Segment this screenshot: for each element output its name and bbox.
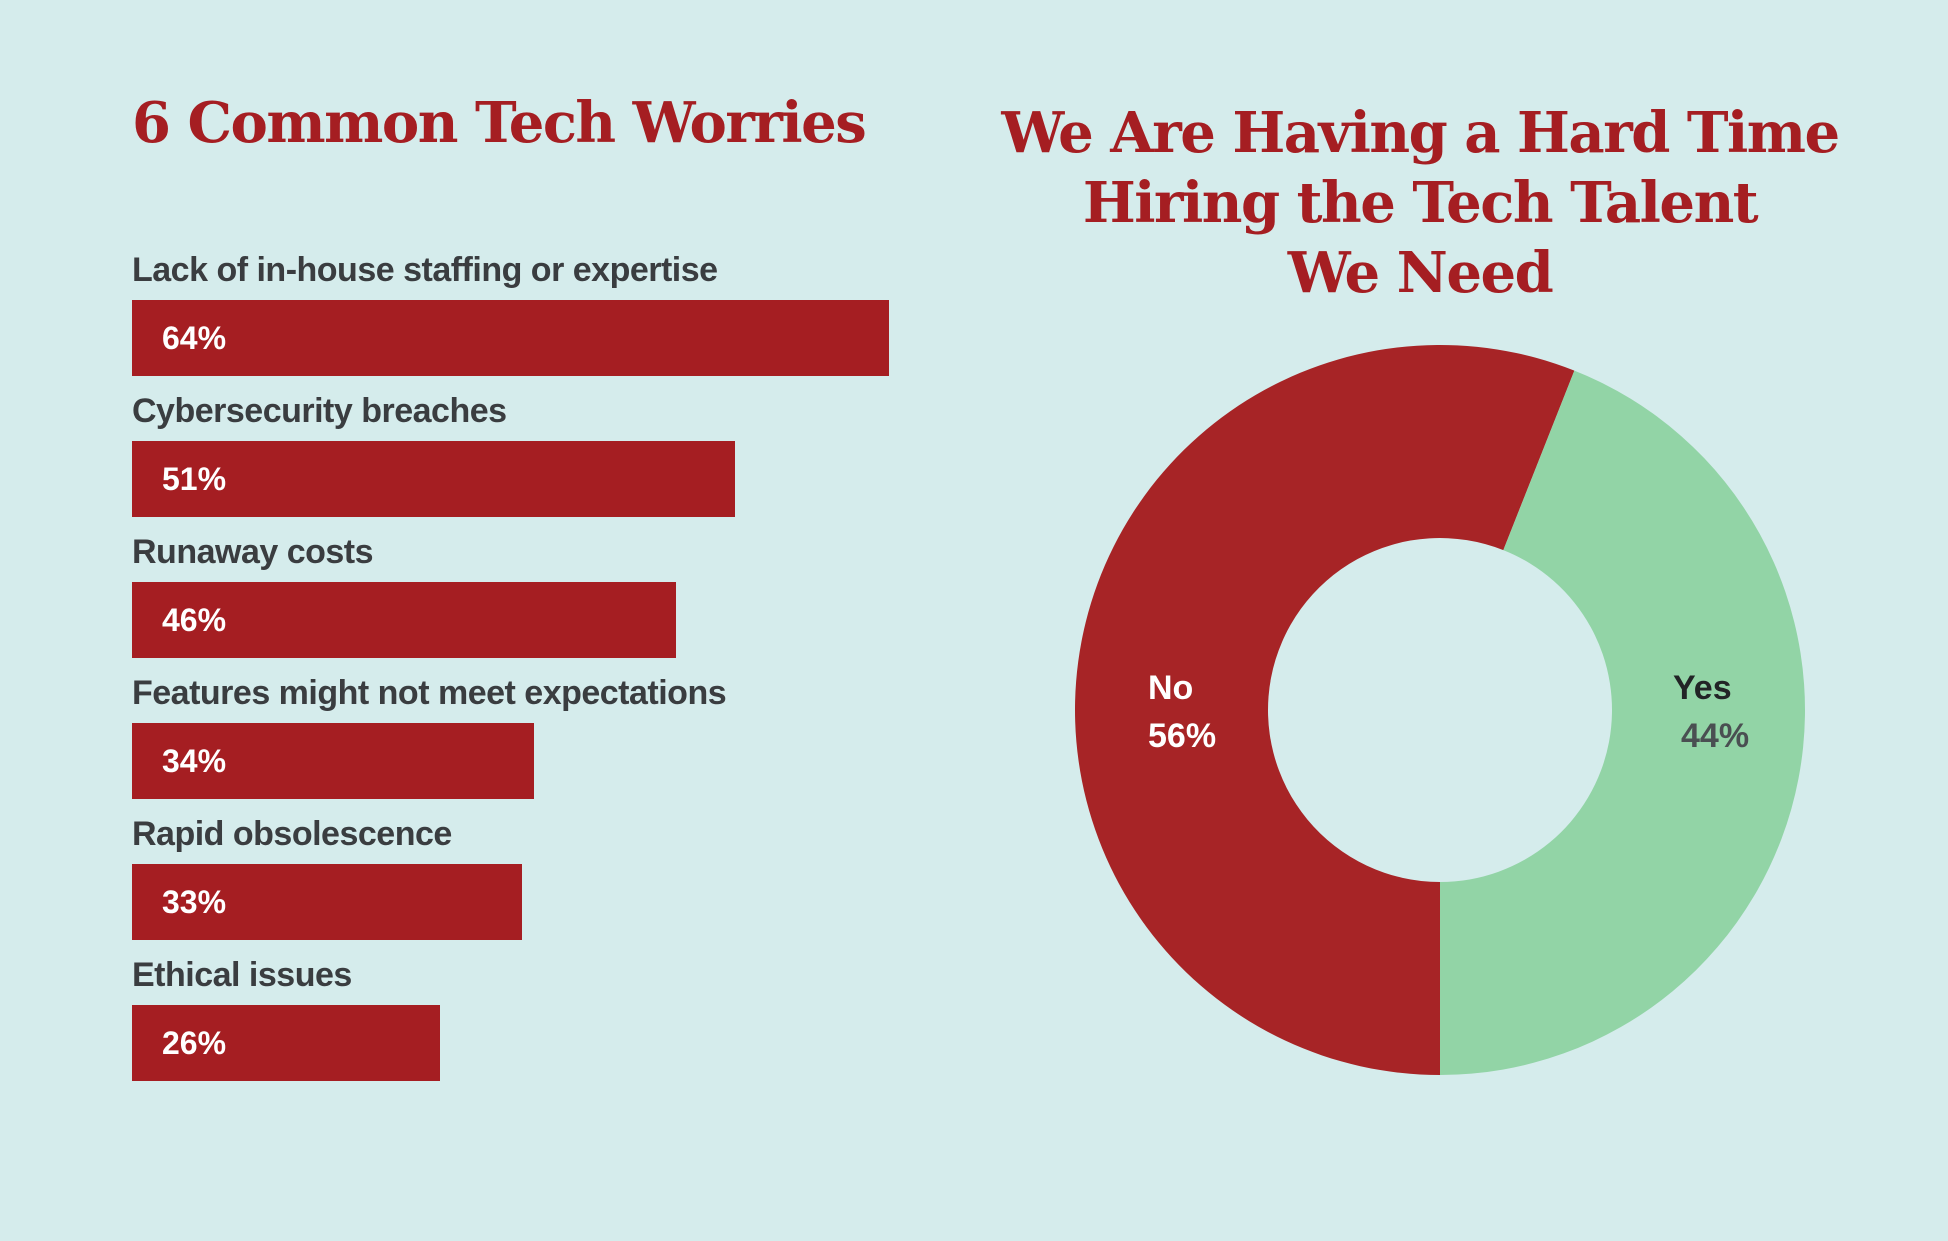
slice-value-no: 56% — [1148, 717, 1217, 755]
bar-value-label: 33% — [162, 884, 227, 920]
bar-chart: Lack of in-house staffing or expertise 64… — [132, 250, 892, 1096]
bar-category-label: Rapid obsolescence — [132, 815, 452, 853]
bar-category-label: Runaway costs — [132, 533, 374, 571]
bar-item: Cybersecurity breaches 51% — [132, 391, 892, 532]
bar — [132, 300, 889, 376]
bar-value-label: 64% — [162, 320, 227, 356]
bar-item: Features might not meet expectations 34% — [132, 673, 892, 814]
bar-value-label: 46% — [162, 602, 227, 638]
bar-category-label: Lack of in-house staffing or expertise — [132, 251, 718, 289]
bar-value-label: 51% — [162, 461, 227, 497]
bar-item: Runaway costs 46% — [132, 532, 892, 673]
bar — [132, 582, 676, 658]
donut-slice-no — [1075, 345, 1575, 1075]
donut-title-line-2: Hiring the Tech Talent — [1082, 170, 1759, 236]
slice-label-yes: Yes 44% — [1673, 664, 1749, 760]
slice-value-yes: 44% — [1681, 717, 1750, 755]
donut-title-line-1: We Are Having a Hard Time — [1001, 100, 1840, 166]
bar-value-label: 34% — [162, 743, 227, 779]
slice-name-no: No — [1148, 669, 1194, 707]
bar-item: Rapid obsolescence 33% — [132, 814, 892, 955]
bar — [132, 864, 522, 940]
bar-item: Ethical issues 26% — [132, 955, 892, 1096]
bar-item: Lack of in-house staffing or expertise 64… — [132, 250, 892, 391]
bar — [132, 441, 735, 517]
bar-value-label: 26% — [162, 1025, 227, 1061]
donut-title-line-3: We Need — [1287, 240, 1554, 306]
donut-chart-title: We Are Having a Hard Time Hiring the Tec… — [990, 98, 1850, 308]
slice-name-yes: Yes — [1673, 669, 1732, 707]
donut-chart — [1075, 345, 1806, 1075]
bar-category-label: Features might not meet expectations — [132, 674, 727, 712]
slice-label-no: No 56% — [1148, 664, 1216, 760]
bar-chart-title: 6 Common Tech Worries — [132, 90, 867, 156]
bar-category-label: Cybersecurity breaches — [132, 392, 507, 430]
bar — [132, 1005, 440, 1081]
bar — [132, 723, 534, 799]
bar-category-label: Ethical issues — [132, 956, 352, 994]
donut-slice-yes — [1440, 370, 1806, 1075]
